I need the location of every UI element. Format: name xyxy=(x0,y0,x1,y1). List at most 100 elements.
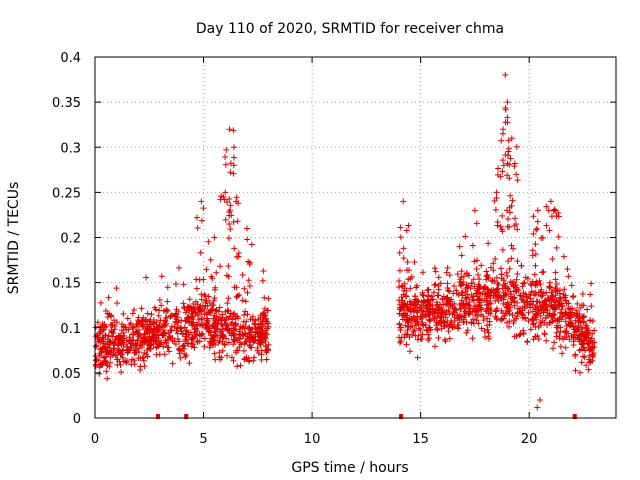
data-point xyxy=(149,333,156,340)
data-point xyxy=(513,143,520,150)
data-point xyxy=(118,327,125,334)
data-point xyxy=(587,317,594,324)
data-point xyxy=(474,313,481,320)
x-tick-label: 15 xyxy=(412,432,429,447)
data-point xyxy=(418,335,425,342)
data-point xyxy=(527,280,534,287)
data-point xyxy=(246,261,253,268)
data-point xyxy=(234,363,241,370)
data-point xyxy=(465,294,472,301)
data-point xyxy=(490,260,497,267)
data-point xyxy=(256,330,263,337)
data-point xyxy=(518,262,525,269)
data-point xyxy=(207,307,214,314)
data-point xyxy=(435,292,442,299)
data-point xyxy=(441,336,448,343)
data-point xyxy=(210,297,217,304)
data-point xyxy=(225,263,232,270)
data-point xyxy=(415,321,422,328)
data-point xyxy=(514,258,521,265)
data-point xyxy=(409,302,416,309)
data-point xyxy=(151,304,158,311)
data-point xyxy=(443,269,450,276)
data-point xyxy=(219,338,226,345)
data-point xyxy=(553,324,560,331)
data-point xyxy=(245,258,252,265)
data-point xyxy=(548,303,555,310)
data-point xyxy=(585,366,592,373)
data-point xyxy=(513,221,520,228)
data-point xyxy=(99,360,106,367)
data-point xyxy=(194,311,201,318)
data-point xyxy=(530,320,537,327)
data-point xyxy=(203,319,210,326)
data-point xyxy=(562,318,569,325)
data-point xyxy=(485,310,492,317)
data-point xyxy=(146,323,153,330)
data-point xyxy=(446,335,453,342)
data-point xyxy=(509,197,516,204)
data-point xyxy=(551,339,558,346)
data-point xyxy=(401,287,408,294)
data-point xyxy=(531,289,538,296)
data-point xyxy=(402,322,409,329)
data-point xyxy=(224,300,231,307)
data-point xyxy=(427,301,434,308)
data-point xyxy=(104,362,111,369)
data-point xyxy=(227,169,234,176)
data-point xyxy=(583,328,590,335)
data-point xyxy=(259,319,266,326)
data-point xyxy=(563,297,570,304)
data-point xyxy=(115,342,122,349)
data-point xyxy=(423,327,430,334)
data-point xyxy=(413,308,420,315)
data-point xyxy=(539,234,546,241)
data-point xyxy=(118,369,125,376)
data-point xyxy=(157,317,164,324)
data-point xyxy=(124,315,131,322)
data-point xyxy=(191,344,198,351)
data-point xyxy=(210,340,217,347)
data-point xyxy=(498,316,505,323)
data-point xyxy=(444,318,451,325)
data-point xyxy=(570,334,577,341)
data-point xyxy=(137,367,144,374)
data-point xyxy=(167,313,174,320)
data-point xyxy=(417,313,424,320)
data-point xyxy=(404,267,411,274)
data-point xyxy=(240,347,247,354)
data-point xyxy=(457,305,464,312)
data-point xyxy=(220,333,227,340)
data-point xyxy=(400,245,407,252)
data-point xyxy=(130,324,137,331)
data-point xyxy=(550,312,557,319)
data-point xyxy=(577,369,584,376)
data-point xyxy=(580,345,587,352)
data-point xyxy=(226,327,233,334)
data-point xyxy=(397,338,404,345)
data-point xyxy=(396,278,403,285)
data-point xyxy=(516,332,523,339)
data-point xyxy=(546,227,553,234)
data-point xyxy=(207,256,214,263)
data-point xyxy=(207,308,214,315)
data-point xyxy=(234,218,241,225)
data-point xyxy=(197,332,204,339)
data-point xyxy=(415,332,422,339)
data-point xyxy=(564,266,571,273)
data-point xyxy=(539,269,546,276)
data-point xyxy=(463,329,470,336)
data-point xyxy=(521,279,528,286)
data-point xyxy=(202,323,209,330)
data-point xyxy=(222,153,229,160)
data-point xyxy=(529,316,536,323)
data-point xyxy=(255,350,262,357)
data-point xyxy=(234,293,241,300)
data-point xyxy=(569,305,576,312)
data-point xyxy=(262,342,269,349)
data-point xyxy=(156,341,163,348)
data-point xyxy=(500,277,507,284)
data-point xyxy=(525,318,532,325)
data-point xyxy=(129,310,136,317)
data-point xyxy=(230,341,237,348)
